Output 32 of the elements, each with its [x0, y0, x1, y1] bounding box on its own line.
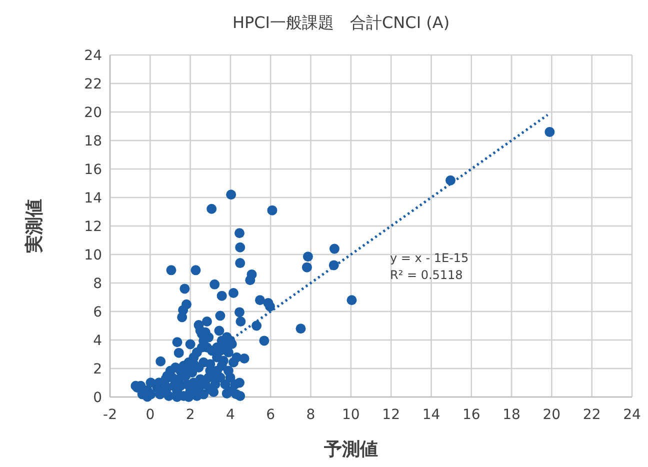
- y-tick-label: 18: [84, 134, 102, 150]
- y-tick-label: 24: [84, 48, 102, 64]
- x-tick-label: 20: [542, 407, 561, 423]
- x-tick-label: 10: [342, 407, 360, 423]
- y-tick-label: 6: [93, 304, 102, 320]
- y-tick-label: 10: [84, 248, 102, 264]
- y-tick-label: 16: [84, 162, 102, 178]
- y-tick-label: 12: [84, 219, 102, 235]
- y-tick-label: 0: [93, 390, 102, 406]
- x-tick-label: 0: [146, 407, 155, 423]
- x-tick-label: -2: [103, 407, 117, 423]
- x-tick-label: 14: [422, 407, 440, 423]
- annotation: y = x - 1E-15: [390, 251, 469, 265]
- x-tick-label: 16: [462, 407, 480, 423]
- x-tick-label: 4: [226, 407, 235, 423]
- y-tick-label: 20: [84, 105, 102, 121]
- y-tick-label: 4: [93, 333, 102, 349]
- y-tick-label: 22: [84, 76, 102, 92]
- y-tick-label: 8: [93, 276, 102, 292]
- x-tick-label: 2: [186, 407, 195, 423]
- x-tick-label: 12: [382, 407, 400, 423]
- y-axis-title: 実測値: [24, 199, 45, 254]
- chart-title: HPCI一般課題 合計CNCI (A): [232, 13, 450, 32]
- x-tick-label: 8: [306, 407, 316, 423]
- x-tick-label: 6: [266, 407, 276, 423]
- x-tick-label: 18: [502, 407, 520, 423]
- y-tick-label: 14: [84, 190, 102, 206]
- x-tick-label: 22: [582, 407, 601, 423]
- x-axis-title: 予測値: [323, 439, 378, 460]
- y-tick-label: 2: [93, 362, 102, 378]
- x-tick-label: 24: [623, 407, 641, 423]
- annotation: R² = 0.5118: [390, 268, 463, 282]
